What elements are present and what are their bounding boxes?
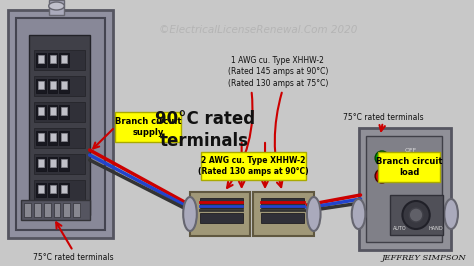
Bar [73,203,80,217]
Bar [48,131,57,145]
Bar [48,53,57,67]
Bar [200,213,243,223]
Text: Branch circuit
supply: Branch circuit supply [115,117,182,137]
Bar [24,203,31,217]
Bar [62,133,67,141]
Bar [59,183,69,197]
Bar [36,79,46,93]
Bar [38,133,44,141]
Bar [34,154,85,174]
Circle shape [402,201,430,229]
Bar [50,81,55,89]
Bar [59,105,69,119]
Text: OFF: OFF [405,148,417,152]
Ellipse shape [183,197,197,231]
Ellipse shape [352,199,365,229]
Bar [34,180,85,200]
Text: 75°C rated terminals: 75°C rated terminals [343,114,423,123]
Text: ©ElectricalLicenseRenewal.Com 2020: ©ElectricalLicenseRenewal.Com 2020 [159,25,357,35]
Ellipse shape [444,199,458,229]
Circle shape [375,151,389,165]
Bar [38,55,44,63]
Bar [38,185,44,193]
Bar [62,81,67,89]
Bar [62,55,67,63]
Bar [50,185,55,193]
Text: 1 AWG cu. Type XHHW-2
(Rated 145 amps at 90°C)
(Rated 130 amps at 75°C): 1 AWG cu. Type XHHW-2 (Rated 145 amps at… [228,56,328,88]
Bar [38,81,44,89]
Bar [36,53,46,67]
Text: 90°C rated
terminals: 90°C rated terminals [155,110,255,150]
Bar [34,50,85,70]
Bar [50,107,55,115]
Text: Branch circuit
load: Branch circuit load [376,157,443,177]
Bar [34,102,85,122]
Text: JEFFREY SIMPSON: JEFFREY SIMPSON [382,254,466,262]
Bar [36,183,46,197]
Circle shape [375,169,389,183]
Text: 75°C rated terminals: 75°C rated terminals [33,252,113,261]
Bar [50,55,55,63]
Bar [36,131,46,145]
Bar [29,35,90,215]
Bar [59,79,69,93]
Bar [366,136,442,242]
Bar [48,183,57,197]
Bar [59,53,69,67]
Bar [48,157,57,171]
Bar [44,203,51,217]
Bar [36,157,46,171]
Bar [38,159,44,167]
Bar [261,213,304,223]
Bar [49,0,64,15]
Text: 2 AWG cu. Type XHHW-2
(Rated 130 amps at 90°C): 2 AWG cu. Type XHHW-2 (Rated 130 amps at… [198,156,309,176]
Bar [62,159,67,167]
Bar [59,131,69,145]
Circle shape [409,208,423,222]
Bar [62,107,67,115]
Bar [36,105,46,119]
Bar [50,133,55,141]
Bar [48,105,57,119]
Bar [378,152,440,182]
Bar [62,185,67,193]
Bar [59,157,69,171]
Ellipse shape [49,2,64,10]
Bar [115,112,181,142]
Bar [261,198,304,208]
Ellipse shape [307,197,320,231]
Bar [38,107,44,115]
Bar [64,203,70,217]
Text: HAND: HAND [428,226,443,231]
Bar [8,10,113,238]
Bar [50,159,55,167]
Bar [200,198,243,208]
Bar [16,18,105,230]
Text: AUTO: AUTO [392,226,406,231]
Bar [253,192,314,236]
Bar [390,195,443,235]
Bar [34,76,85,96]
Bar [34,128,85,148]
Bar [48,79,57,93]
Bar [34,203,41,217]
Bar [201,152,306,180]
Bar [358,128,451,250]
Bar [54,203,60,217]
Bar [21,200,90,220]
Bar [190,192,250,236]
